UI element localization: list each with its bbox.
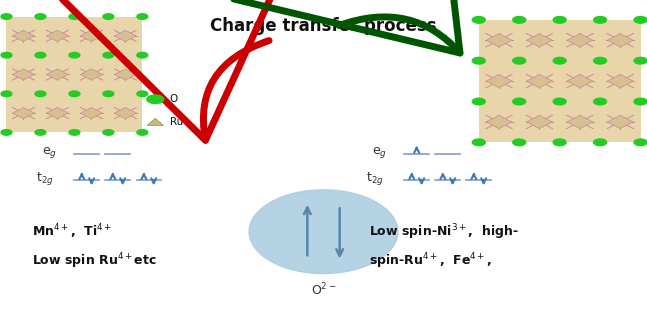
Circle shape	[35, 130, 46, 135]
Polygon shape	[147, 118, 164, 125]
Circle shape	[553, 17, 566, 23]
Circle shape	[634, 98, 647, 105]
Text: Charge transfer process: Charge transfer process	[210, 17, 437, 34]
Circle shape	[137, 14, 148, 19]
Text: O$^{2-}$: O$^{2-}$	[311, 282, 336, 299]
Circle shape	[553, 139, 566, 146]
Circle shape	[634, 139, 647, 146]
Polygon shape	[80, 69, 102, 80]
Circle shape	[69, 14, 80, 19]
Circle shape	[512, 98, 525, 105]
Text: e$_g$: e$_g$	[372, 145, 387, 160]
Bar	[6, 17, 142, 132]
Circle shape	[512, 17, 525, 23]
Circle shape	[69, 91, 80, 97]
Polygon shape	[80, 108, 102, 118]
Polygon shape	[115, 69, 137, 80]
Polygon shape	[527, 34, 553, 47]
Circle shape	[593, 57, 607, 64]
Text: t$_{2g}$: t$_{2g}$	[366, 170, 384, 187]
Ellipse shape	[249, 190, 398, 273]
Polygon shape	[608, 34, 633, 47]
Polygon shape	[608, 74, 633, 88]
Text: Ru: Ru	[170, 118, 182, 127]
Polygon shape	[115, 30, 137, 41]
Polygon shape	[47, 69, 69, 80]
Circle shape	[553, 57, 566, 64]
Polygon shape	[486, 115, 512, 128]
Circle shape	[35, 14, 46, 19]
Circle shape	[634, 57, 647, 64]
Circle shape	[35, 91, 46, 97]
Circle shape	[553, 98, 566, 105]
Circle shape	[593, 17, 607, 23]
Circle shape	[472, 17, 485, 23]
Polygon shape	[567, 115, 593, 128]
Circle shape	[103, 91, 114, 97]
Polygon shape	[12, 108, 34, 118]
Circle shape	[103, 130, 114, 135]
Polygon shape	[527, 115, 553, 128]
FancyArrowPatch shape	[97, 0, 460, 53]
Text: t$_{2g}$: t$_{2g}$	[36, 170, 54, 187]
Circle shape	[472, 139, 485, 146]
Bar	[479, 20, 641, 142]
Polygon shape	[486, 74, 512, 88]
Circle shape	[103, 52, 114, 58]
Polygon shape	[47, 108, 69, 118]
Circle shape	[593, 98, 607, 105]
Polygon shape	[12, 30, 34, 41]
Circle shape	[137, 130, 148, 135]
Circle shape	[103, 14, 114, 19]
Polygon shape	[567, 34, 593, 47]
Circle shape	[137, 91, 148, 97]
Circle shape	[1, 52, 12, 58]
Polygon shape	[80, 30, 102, 41]
Circle shape	[1, 91, 12, 97]
Circle shape	[69, 52, 80, 58]
FancyArrowPatch shape	[0, 0, 360, 140]
Text: spin-Ru$^{4+}$,  Fe$^{4+}$,: spin-Ru$^{4+}$, Fe$^{4+}$,	[369, 252, 492, 271]
Text: e$_g$: e$_g$	[42, 145, 57, 160]
Polygon shape	[527, 74, 553, 88]
Circle shape	[69, 130, 80, 135]
Polygon shape	[115, 108, 137, 118]
Circle shape	[512, 57, 525, 64]
Text: O: O	[170, 94, 178, 104]
Polygon shape	[12, 69, 34, 80]
Polygon shape	[567, 74, 593, 88]
Text: Low spin-Ni$^{3+}$,  high-: Low spin-Ni$^{3+}$, high-	[369, 222, 518, 242]
Circle shape	[634, 17, 647, 23]
Circle shape	[1, 130, 12, 135]
Circle shape	[593, 139, 607, 146]
Circle shape	[512, 139, 525, 146]
Circle shape	[472, 98, 485, 105]
Circle shape	[472, 57, 485, 64]
Polygon shape	[608, 115, 633, 128]
Text: Low spin Ru$^{4+}$etc: Low spin Ru$^{4+}$etc	[32, 252, 157, 271]
Circle shape	[147, 95, 164, 104]
Text: Mn$^{4+}$,  Ti$^{4+}$: Mn$^{4+}$, Ti$^{4+}$	[32, 222, 113, 241]
Circle shape	[137, 52, 148, 58]
Circle shape	[35, 52, 46, 58]
Polygon shape	[486, 34, 512, 47]
Polygon shape	[47, 30, 69, 41]
Circle shape	[1, 14, 12, 19]
